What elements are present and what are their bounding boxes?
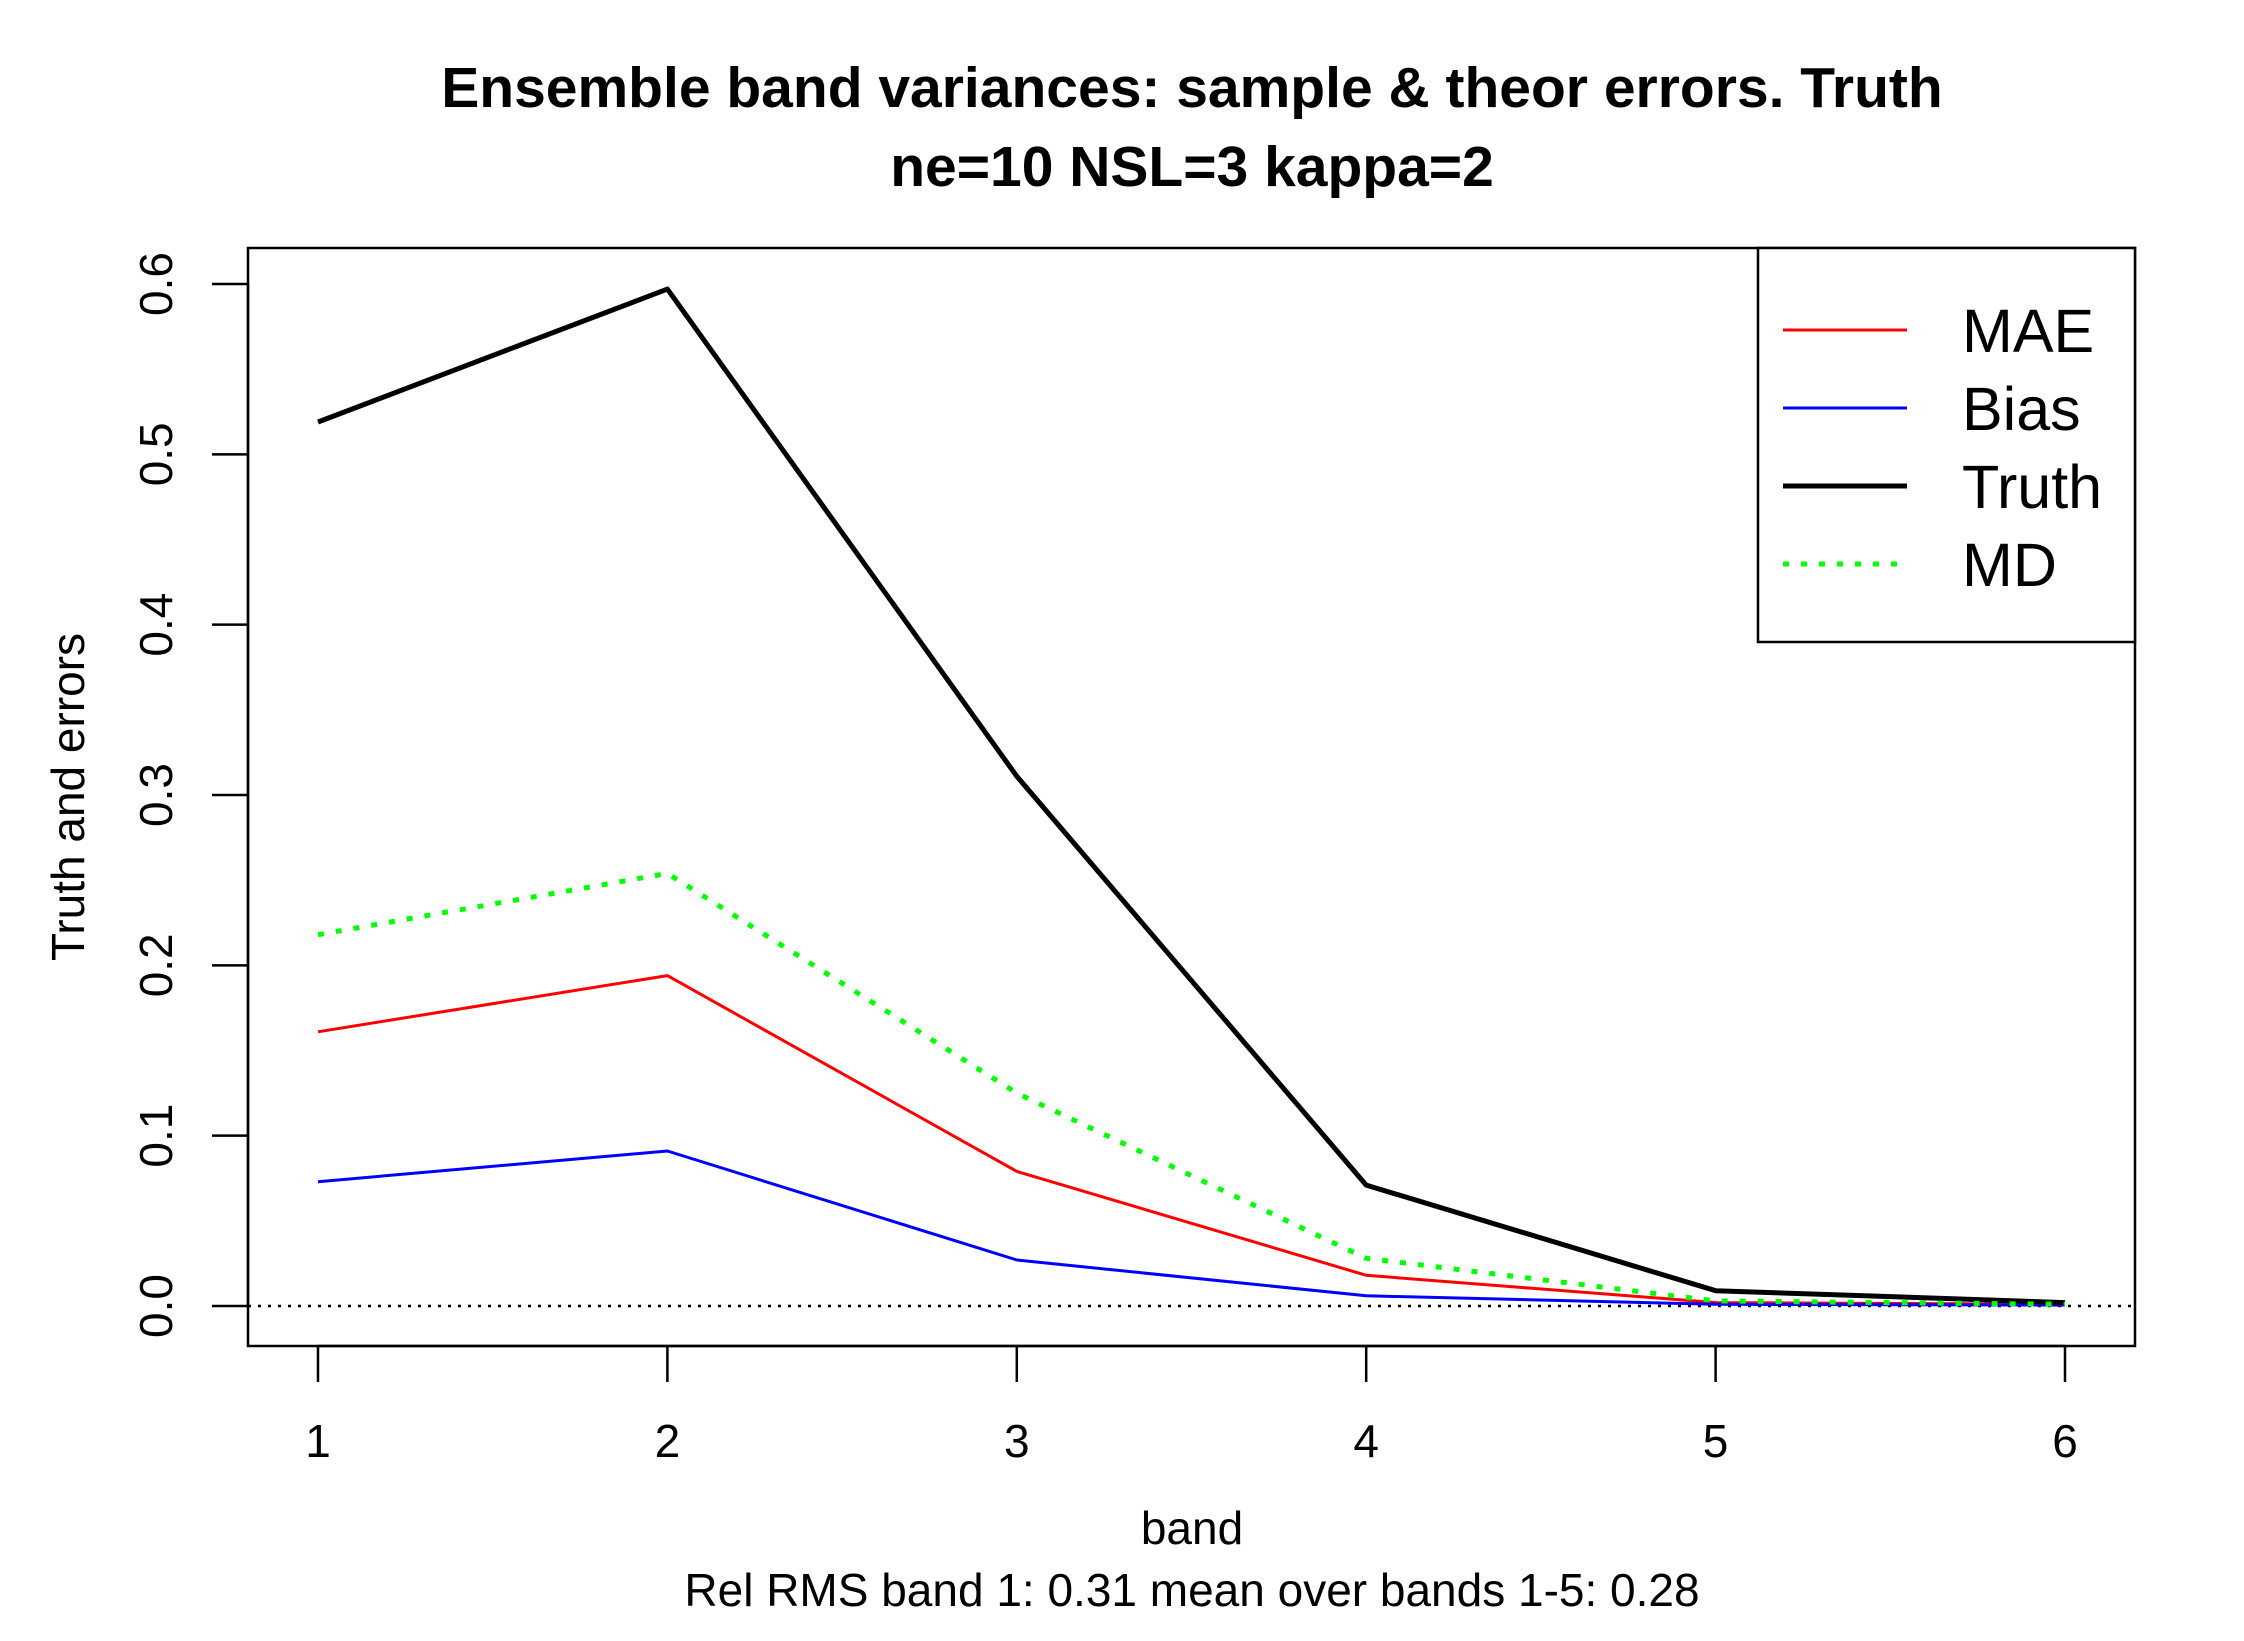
chart-subtitle: ne=10 NSL=3 kappa=2 — [890, 135, 1494, 199]
legend-label: MAE — [1962, 297, 2094, 365]
series-line-md — [317, 870, 2066, 1307]
legend-entries: MAE Bias Truth MD — [1783, 297, 2102, 599]
y-axis-label: Truth and errors — [42, 633, 94, 961]
y-tick-label: 0.6 — [130, 252, 182, 316]
series-lines — [317, 286, 2066, 1307]
legend: MAE Bias Truth MD — [1756, 246, 2137, 644]
chart-title: Ensemble band variances: sample & theor … — [441, 56, 1942, 120]
legend-label: Bias — [1962, 375, 2081, 443]
series-line-bias — [317, 1149, 2066, 1307]
x-tick-label: 6 — [2052, 1415, 2078, 1467]
chart-caption: Rel RMS band 1: 0.31 mean over bands 1-5… — [684, 1564, 1699, 1616]
x-axis-label: band — [1141, 1502, 1243, 1554]
y-tick-label: 0.5 — [130, 422, 182, 486]
x-tick-label: 3 — [1004, 1415, 1030, 1467]
y-tick-label: 0.1 — [130, 1104, 182, 1168]
y-tick-label: 0.3 — [130, 763, 182, 827]
x-axis: 1 2 3 4 5 6 — [305, 1344, 2078, 1467]
legend-box — [1756, 246, 2137, 644]
x-tick-label: 1 — [305, 1415, 331, 1467]
series-line-mae — [317, 974, 2066, 1306]
legend-label: Truth — [1962, 453, 2102, 521]
series-line-truth — [317, 286, 2066, 1306]
legend-label: MD — [1962, 531, 2057, 599]
y-tick-label: 0.2 — [130, 933, 182, 997]
y-tick-label: 0.4 — [130, 593, 182, 657]
x-tick-label: 5 — [1703, 1415, 1729, 1467]
y-tick-label: 0.0 — [130, 1274, 182, 1338]
y-axis: 0.0 0.1 0.2 0.3 0.4 0.5 0.6 — [130, 252, 250, 1338]
x-tick-label: 2 — [655, 1415, 681, 1467]
x-tick-label: 4 — [1353, 1415, 1379, 1467]
